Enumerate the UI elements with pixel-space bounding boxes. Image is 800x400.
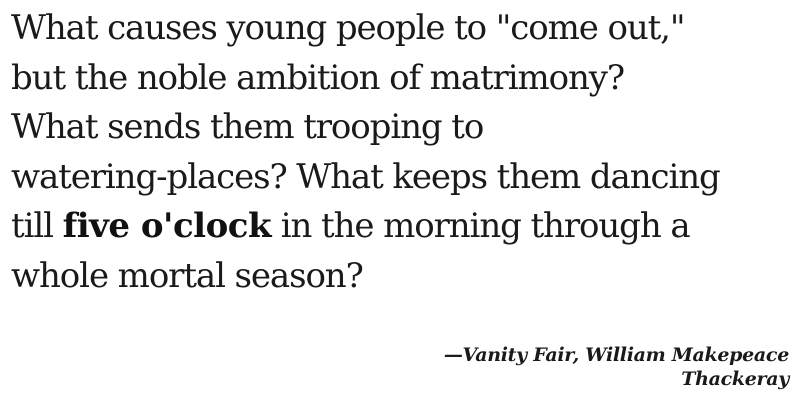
quote-line: but the noble ambition of matrimony? [11, 57, 625, 98]
quote-line-fragment: till [11, 206, 63, 246]
quote-line: What causes young people to "come out," [11, 8, 686, 48]
quote-line: till five o'clock in the morning through… [11, 202, 791, 252]
quote-text: What causes young people to "come out," … [11, 4, 791, 301]
quote-attribution: —Vanity Fair, William Makepeace Thackera… [229, 343, 789, 391]
quote-line: whole mortal season? [11, 255, 364, 296]
quote-line-fragment: in the morning through a [271, 206, 691, 246]
quote-line: watering-places? What keeps them dancing [11, 156, 721, 197]
attribution-author: Thackeray [681, 368, 789, 390]
quote-emphasis: five o'clock [62, 206, 272, 246]
quote-line: What sends them trooping to [11, 107, 484, 147]
attribution-source: —Vanity Fair, William Makepeace [443, 344, 789, 366]
